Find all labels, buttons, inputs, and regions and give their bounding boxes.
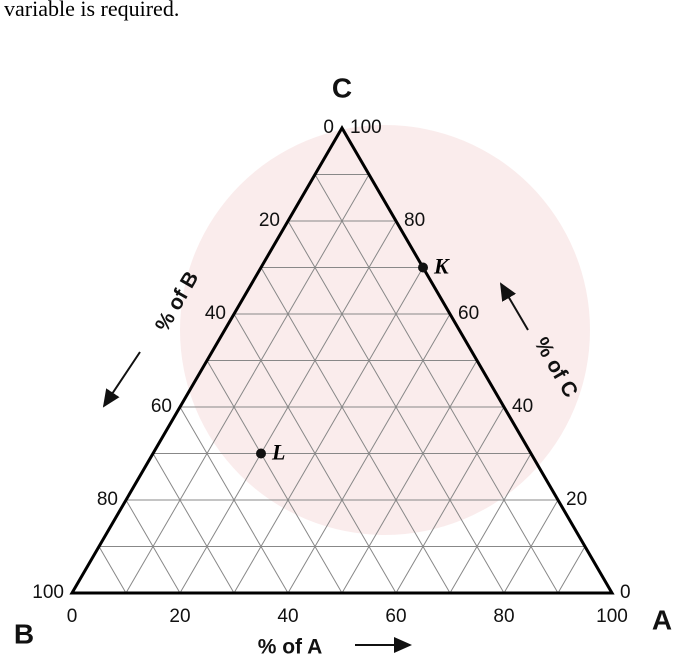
vertex-c: C: [332, 72, 352, 103]
point-label: K: [433, 254, 450, 279]
tick-label-b: 20: [259, 210, 280, 231]
tick-label-c: 80: [404, 210, 425, 231]
grid-line: [153, 454, 234, 594]
tick-label-c: 60: [458, 303, 479, 324]
header-text: variable is required.: [4, 0, 179, 21]
tick-label-a: 20: [169, 606, 190, 627]
axis-title-a: % of A: [258, 636, 323, 659]
grid-line: [558, 547, 585, 594]
vertex-a: A: [652, 604, 672, 635]
tick-label-b: 60: [151, 396, 172, 417]
tick-label-b: 80: [97, 489, 118, 510]
tick-label-a: 0: [67, 606, 78, 627]
tick-label-b: 100: [32, 582, 64, 603]
tick-label-a: 60: [385, 606, 406, 627]
tick-label-b: 0: [323, 117, 334, 138]
tick-label-c: 100: [350, 117, 382, 138]
tick-label-a: 40: [277, 606, 298, 627]
tick-label-a: 100: [596, 606, 628, 627]
tick-label-c: 0: [620, 582, 631, 603]
tick-label-b: 40: [205, 303, 226, 324]
point-label: L: [271, 440, 285, 465]
point: [418, 263, 428, 273]
tick-label-a: 80: [493, 606, 514, 627]
grid-line: [99, 547, 126, 594]
tick-label-c: 20: [566, 489, 587, 510]
point: [256, 449, 266, 459]
arrow-b: [104, 352, 140, 406]
tick-label-c: 40: [512, 396, 533, 417]
vertex-b: B: [14, 618, 34, 649]
watermark: [180, 125, 590, 535]
page: variable is required. % of A % of B % of…: [0, 0, 673, 660]
